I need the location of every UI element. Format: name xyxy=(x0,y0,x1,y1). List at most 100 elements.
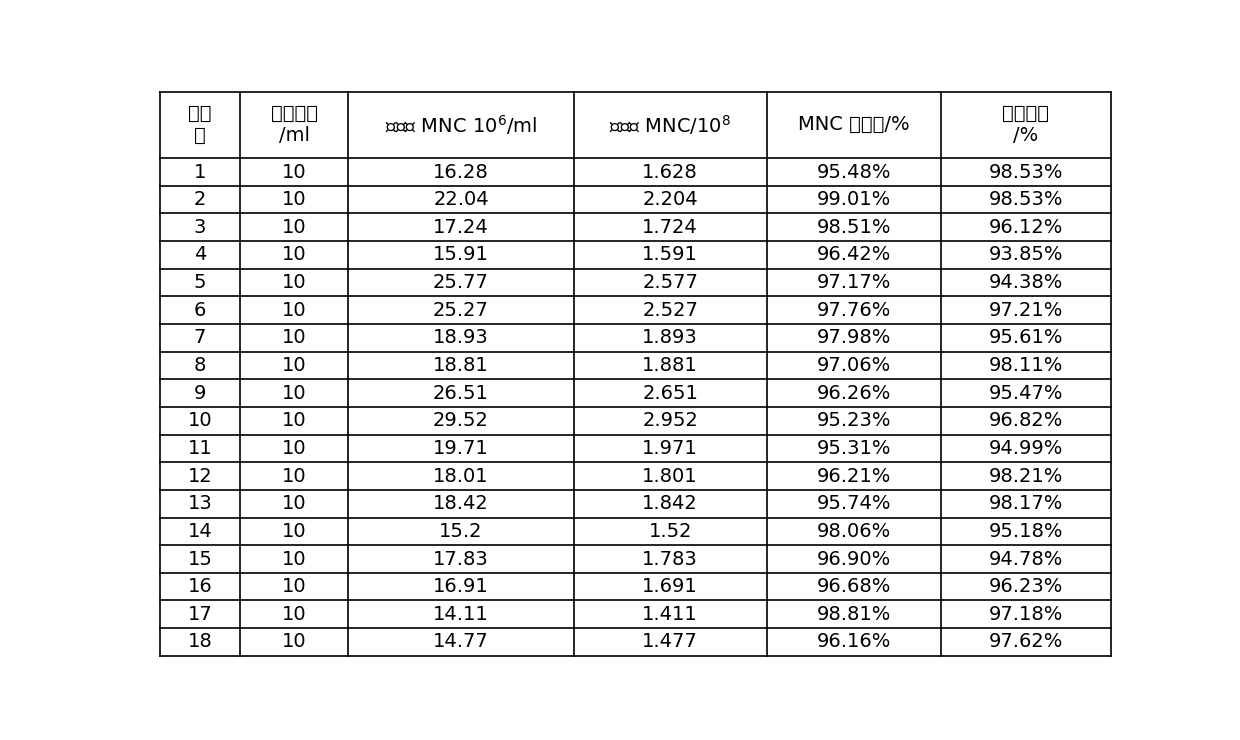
Text: 95.61%: 95.61% xyxy=(988,329,1063,347)
Text: 18.93: 18.93 xyxy=(433,329,489,347)
Text: 95.31%: 95.31% xyxy=(816,439,890,458)
Text: 1.801: 1.801 xyxy=(642,467,698,485)
Text: 浓缩血量
/ml: 浓缩血量 /ml xyxy=(270,104,317,146)
Text: 10: 10 xyxy=(281,577,306,596)
Text: 97.76%: 97.76% xyxy=(816,300,890,320)
Text: 98.21%: 98.21% xyxy=(988,467,1063,485)
Text: 95.23%: 95.23% xyxy=(816,411,890,430)
Text: 17.24: 17.24 xyxy=(433,218,489,237)
Text: 14.11: 14.11 xyxy=(433,605,489,624)
Text: 18.81: 18.81 xyxy=(433,356,489,375)
Text: 96.42%: 96.42% xyxy=(816,246,890,264)
Text: 2.204: 2.204 xyxy=(642,190,698,209)
Text: 98.53%: 98.53% xyxy=(988,190,1063,209)
Text: 活性检测
/%: 活性检测 /% xyxy=(1002,104,1049,146)
Text: 1.52: 1.52 xyxy=(649,522,692,541)
Text: 11: 11 xyxy=(187,439,212,458)
Text: 96.26%: 96.26% xyxy=(816,383,890,403)
Text: 16.91: 16.91 xyxy=(433,577,489,596)
Text: 8: 8 xyxy=(193,356,206,375)
Text: 1.783: 1.783 xyxy=(642,550,698,568)
Text: 19.71: 19.71 xyxy=(433,439,489,458)
Text: 10: 10 xyxy=(281,190,306,209)
Text: 18.01: 18.01 xyxy=(433,467,489,485)
Text: 95.47%: 95.47% xyxy=(988,383,1063,403)
Text: 98.06%: 98.06% xyxy=(816,522,890,541)
Text: 1: 1 xyxy=(193,163,206,181)
Text: 98.81%: 98.81% xyxy=(816,605,890,624)
Text: 10: 10 xyxy=(281,163,306,181)
Text: 96.82%: 96.82% xyxy=(988,411,1063,430)
Text: 实施
例: 实施 例 xyxy=(188,104,212,146)
Text: 3: 3 xyxy=(193,218,206,237)
Text: 10: 10 xyxy=(281,246,306,264)
Text: 1.628: 1.628 xyxy=(642,163,698,181)
Text: 浓缩血 MNC/10$^8$: 浓缩血 MNC/10$^8$ xyxy=(609,113,732,137)
Text: 浓缩血 MNC 10$^6$/ml: 浓缩血 MNC 10$^6$/ml xyxy=(384,113,537,137)
Text: 7: 7 xyxy=(193,329,206,347)
Text: 18: 18 xyxy=(187,633,212,651)
Text: 96.90%: 96.90% xyxy=(816,550,890,568)
Text: 94.38%: 94.38% xyxy=(988,273,1063,292)
Text: 15.2: 15.2 xyxy=(439,522,482,541)
Text: 1.881: 1.881 xyxy=(642,356,698,375)
Text: 14: 14 xyxy=(187,522,212,541)
Text: 95.18%: 95.18% xyxy=(988,522,1063,541)
Text: 96.21%: 96.21% xyxy=(816,467,890,485)
Text: 96.68%: 96.68% xyxy=(816,577,890,596)
Text: 16.28: 16.28 xyxy=(433,163,489,181)
Text: 2.952: 2.952 xyxy=(642,411,698,430)
Text: 97.17%: 97.17% xyxy=(816,273,890,292)
Text: 2: 2 xyxy=(193,190,206,209)
Text: 1.411: 1.411 xyxy=(642,605,698,624)
Text: 13: 13 xyxy=(187,494,212,514)
Text: 1.691: 1.691 xyxy=(642,577,698,596)
Text: 10: 10 xyxy=(281,356,306,375)
Text: 22.04: 22.04 xyxy=(433,190,489,209)
Text: 17: 17 xyxy=(187,605,212,624)
Text: 1.477: 1.477 xyxy=(642,633,698,651)
Text: 99.01%: 99.01% xyxy=(816,190,890,209)
Text: 10: 10 xyxy=(281,218,306,237)
Text: 1.842: 1.842 xyxy=(642,494,698,514)
Text: 97.06%: 97.06% xyxy=(816,356,890,375)
Text: 10: 10 xyxy=(281,605,306,624)
Text: 94.78%: 94.78% xyxy=(988,550,1063,568)
Text: 97.18%: 97.18% xyxy=(988,605,1063,624)
Text: 26.51: 26.51 xyxy=(433,383,489,403)
Text: 9: 9 xyxy=(193,383,206,403)
Text: 97.98%: 97.98% xyxy=(816,329,890,347)
Text: 93.85%: 93.85% xyxy=(988,246,1063,264)
Text: 25.27: 25.27 xyxy=(433,300,489,320)
Text: 10: 10 xyxy=(281,439,306,458)
Text: 96.16%: 96.16% xyxy=(816,633,890,651)
Text: 1.971: 1.971 xyxy=(642,439,698,458)
Text: 94.99%: 94.99% xyxy=(988,439,1063,458)
Text: 16: 16 xyxy=(187,577,212,596)
Text: 10: 10 xyxy=(281,383,306,403)
Text: 14.77: 14.77 xyxy=(433,633,489,651)
Text: 2.651: 2.651 xyxy=(642,383,698,403)
Text: 10: 10 xyxy=(281,329,306,347)
Text: 10: 10 xyxy=(281,522,306,541)
Text: 4: 4 xyxy=(193,246,206,264)
Text: 6: 6 xyxy=(193,300,206,320)
Text: 96.23%: 96.23% xyxy=(988,577,1063,596)
Text: 15: 15 xyxy=(187,550,212,568)
Text: 10: 10 xyxy=(281,550,306,568)
Text: 98.51%: 98.51% xyxy=(816,218,890,237)
Text: 10: 10 xyxy=(281,300,306,320)
Text: 98.53%: 98.53% xyxy=(988,163,1063,181)
Text: 12: 12 xyxy=(187,467,212,485)
Text: 29.52: 29.52 xyxy=(433,411,489,430)
Text: 10: 10 xyxy=(281,467,306,485)
Text: 98.11%: 98.11% xyxy=(988,356,1063,375)
Text: 10: 10 xyxy=(281,494,306,514)
Text: 10: 10 xyxy=(281,411,306,430)
Text: 95.74%: 95.74% xyxy=(816,494,890,514)
Text: 25.77: 25.77 xyxy=(433,273,489,292)
Text: 1.591: 1.591 xyxy=(642,246,698,264)
Text: 97.62%: 97.62% xyxy=(988,633,1063,651)
Text: 95.48%: 95.48% xyxy=(816,163,890,181)
Text: 10: 10 xyxy=(281,273,306,292)
